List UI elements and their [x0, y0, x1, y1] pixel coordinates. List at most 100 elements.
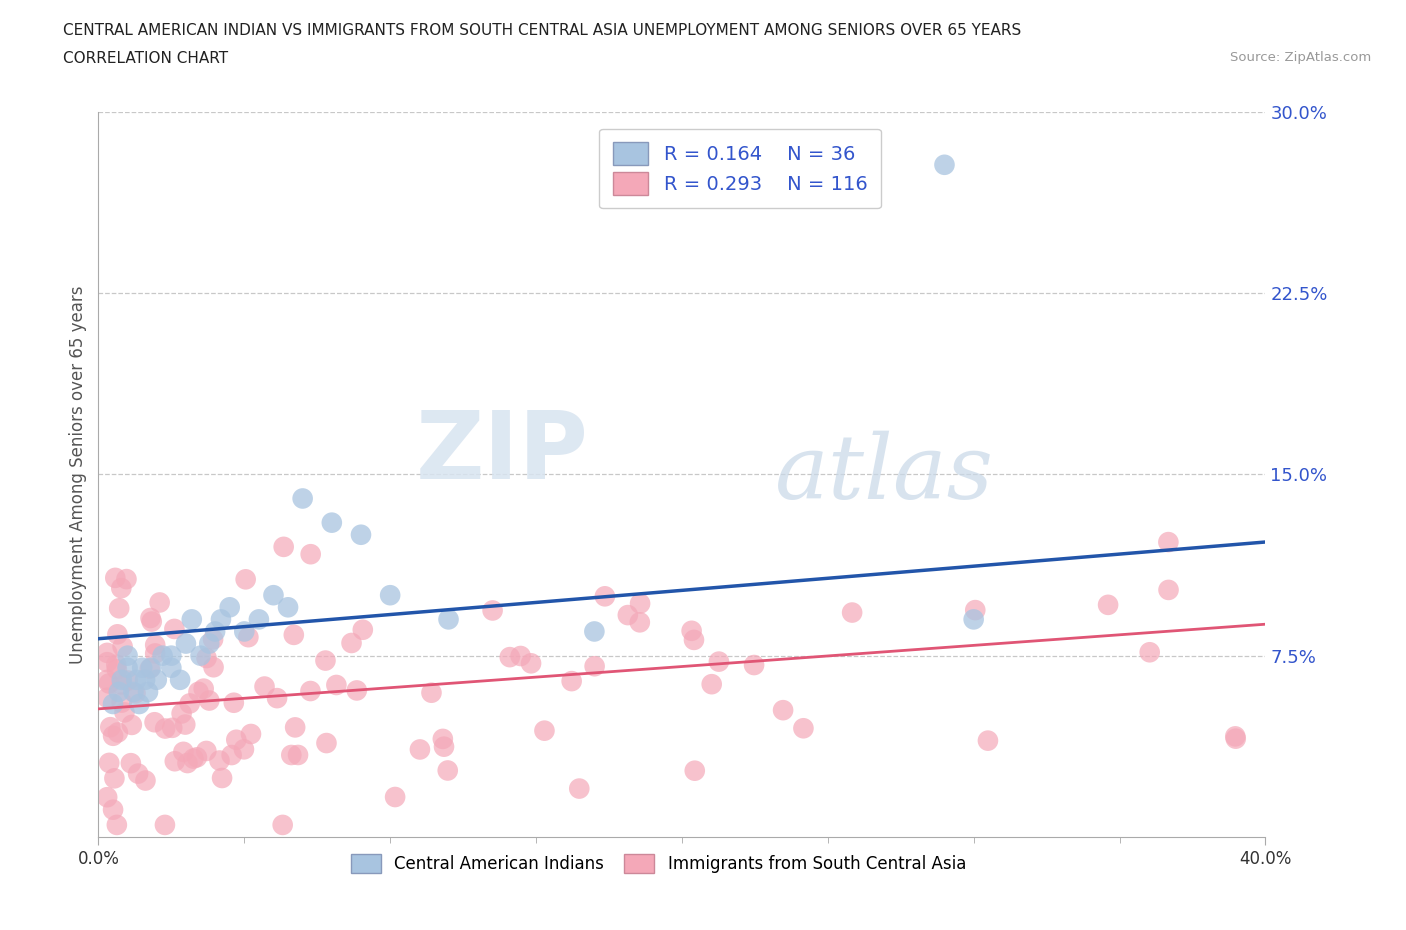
Point	[117, 648, 139, 663]
Point	[266, 691, 288, 706]
Point	[222, 696, 245, 711]
Point	[186, 750, 208, 764]
Point	[120, 756, 142, 771]
Point	[384, 790, 406, 804]
Point	[233, 624, 256, 639]
Point	[225, 732, 247, 747]
Point	[841, 605, 863, 620]
Point	[314, 653, 336, 668]
Point	[169, 672, 191, 687]
Point	[420, 685, 443, 700]
Point	[1139, 644, 1161, 659]
Point	[977, 733, 1000, 748]
Text: atlas: atlas	[775, 431, 994, 518]
Point	[127, 766, 149, 781]
Point	[283, 628, 305, 643]
Point	[965, 603, 987, 618]
Point	[240, 726, 263, 741]
Point	[232, 742, 254, 757]
Point	[350, 527, 373, 542]
Point	[190, 648, 212, 663]
Point	[583, 624, 606, 639]
Point	[238, 630, 260, 644]
Point	[299, 547, 322, 562]
Point	[96, 690, 118, 705]
Point	[934, 157, 956, 172]
Point	[280, 748, 302, 763]
Point	[436, 763, 458, 777]
Point	[163, 754, 186, 769]
Point	[409, 742, 432, 757]
Point	[143, 646, 166, 661]
Point	[284, 720, 307, 735]
Point	[149, 595, 172, 610]
Point	[172, 744, 194, 759]
Point	[139, 660, 162, 675]
Point	[291, 491, 314, 506]
Point	[111, 677, 134, 692]
Text: ZIP: ZIP	[416, 406, 589, 498]
Point	[98, 755, 121, 770]
Point	[195, 743, 218, 758]
Point	[146, 672, 169, 687]
Point	[187, 684, 209, 699]
Point	[346, 683, 368, 698]
Point	[174, 636, 197, 651]
Point	[481, 603, 503, 618]
Point	[105, 817, 128, 832]
Point	[352, 622, 374, 637]
Point	[772, 703, 794, 718]
Point	[193, 681, 215, 696]
Point	[253, 679, 276, 694]
Point	[287, 748, 309, 763]
Point	[561, 673, 583, 688]
Point	[617, 607, 640, 622]
Point	[433, 739, 456, 754]
Point	[103, 771, 125, 786]
Point	[163, 621, 186, 636]
Point	[111, 672, 134, 687]
Point	[700, 677, 723, 692]
Point	[128, 697, 150, 711]
Point	[583, 658, 606, 673]
Point	[262, 588, 284, 603]
Point	[277, 600, 299, 615]
Point	[107, 725, 129, 740]
Point	[221, 748, 243, 763]
Text: CORRELATION CHART: CORRELATION CHART	[63, 51, 228, 66]
Point	[499, 650, 522, 665]
Point	[101, 803, 124, 817]
Point	[247, 612, 270, 627]
Point	[380, 588, 402, 603]
Point	[115, 572, 138, 587]
Point	[101, 697, 124, 711]
Point	[683, 764, 706, 778]
Point	[136, 684, 159, 699]
Point	[321, 515, 343, 530]
Point	[153, 817, 176, 832]
Point	[209, 612, 232, 627]
Text: Source: ZipAtlas.com: Source: ZipAtlas.com	[1230, 51, 1371, 64]
Point	[198, 636, 221, 651]
Point	[111, 639, 134, 654]
Point	[437, 612, 460, 627]
Point	[141, 614, 163, 629]
Point	[628, 596, 651, 611]
Point	[124, 685, 146, 700]
Point	[96, 655, 118, 670]
Point	[96, 672, 118, 687]
Point	[211, 771, 233, 786]
Point	[104, 570, 127, 585]
Point	[235, 572, 257, 587]
Point	[1225, 729, 1247, 744]
Text: CENTRAL AMERICAN INDIAN VS IMMIGRANTS FROM SOUTH CENTRAL ASIA UNEMPLOYMENT AMONG: CENTRAL AMERICAN INDIAN VS IMMIGRANTS FR…	[63, 23, 1022, 38]
Point	[153, 721, 176, 736]
Point	[792, 721, 814, 736]
Point	[520, 656, 543, 671]
Point	[180, 612, 202, 627]
Point	[96, 790, 118, 804]
Point	[162, 721, 184, 736]
Point	[533, 724, 555, 738]
Point	[183, 751, 205, 766]
Point	[568, 781, 591, 796]
